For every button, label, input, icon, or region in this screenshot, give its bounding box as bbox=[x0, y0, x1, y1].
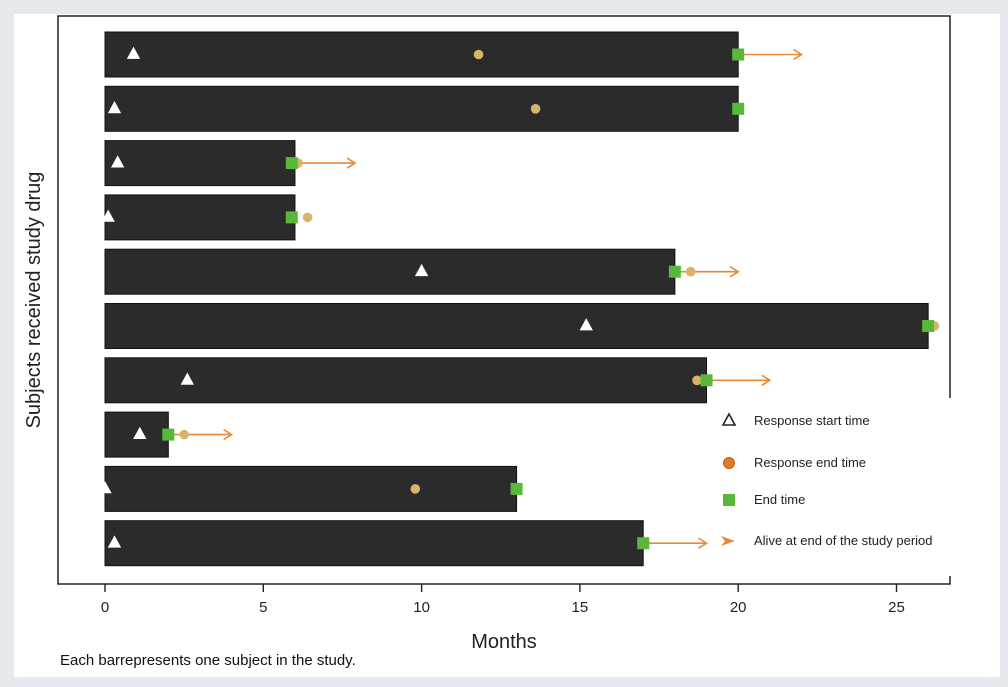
x-tick-label: 20 bbox=[730, 599, 747, 616]
response-start-marker bbox=[101, 209, 115, 222]
end-time-marker bbox=[732, 48, 745, 61]
x-axis: 0 5 10 15 20 25 bbox=[101, 584, 905, 616]
subject-9 bbox=[98, 465, 523, 512]
response-end-marker bbox=[410, 484, 421, 494]
response-start-marker bbox=[414, 263, 429, 277]
subject-2 bbox=[104, 85, 745, 132]
alive-arrow-head bbox=[793, 48, 804, 61]
alive-arrow-head bbox=[698, 537, 709, 549]
subject-bar bbox=[104, 85, 739, 132]
legend-triangle-icon bbox=[721, 412, 737, 426]
x-tick-label: 5 bbox=[259, 599, 267, 616]
frame-border-top bbox=[0, 0, 1008, 14]
response-start-marker bbox=[110, 155, 125, 168]
legend-label: Response end time bbox=[754, 455, 866, 470]
subject-bar bbox=[104, 248, 676, 295]
response-start-marker bbox=[133, 426, 147, 440]
frame-border-right bbox=[1000, 0, 1008, 687]
response-end-marker bbox=[179, 429, 189, 440]
end-time-marker bbox=[668, 265, 681, 278]
alive-arrow-head bbox=[223, 428, 234, 441]
response-end-marker bbox=[692, 375, 702, 386]
response-start-marker bbox=[180, 372, 194, 385]
bars-layer bbox=[98, 31, 940, 567]
response-start-marker bbox=[126, 46, 141, 59]
plot-area bbox=[57, 15, 951, 585]
subject-bar bbox=[104, 303, 929, 349]
legend-arrow-icon bbox=[721, 536, 735, 546]
figure-caption: Each barrepresents one subject in the st… bbox=[60, 652, 356, 669]
subject-bar bbox=[104, 520, 644, 567]
y-axis-label: Subjects received study drug bbox=[23, 172, 45, 429]
end-time-marker bbox=[510, 482, 523, 495]
subject-1 bbox=[104, 31, 804, 78]
subject-10 bbox=[104, 520, 709, 567]
frame-border-left bbox=[0, 0, 14, 687]
x-tick-label: 25 bbox=[888, 599, 905, 616]
end-time-marker bbox=[285, 211, 298, 224]
legend-item-response-start: Response start time bbox=[721, 412, 870, 428]
response-start-marker bbox=[579, 318, 593, 331]
subject-7 bbox=[104, 357, 772, 404]
x-axis-label: Months bbox=[471, 631, 537, 653]
legend-label: Alive at end of the study period bbox=[754, 533, 933, 548]
end-time-marker bbox=[162, 428, 175, 441]
end-time-marker bbox=[637, 537, 650, 550]
legend-item-alive: Alive at end of the study period bbox=[721, 533, 933, 548]
legend-label: Response start time bbox=[754, 413, 870, 428]
subject-6 bbox=[104, 303, 940, 349]
subject-8 bbox=[104, 411, 234, 458]
end-time-marker bbox=[285, 157, 298, 170]
response-start-marker bbox=[107, 100, 122, 114]
end-time-marker bbox=[732, 102, 745, 115]
legend: Response start time Response end time End … bbox=[712, 398, 994, 576]
legend-item-response-end: Response end time bbox=[723, 455, 866, 470]
response-start-marker bbox=[98, 481, 112, 494]
subject-bar bbox=[104, 465, 518, 512]
legend-square-icon bbox=[723, 494, 735, 506]
subject-3 bbox=[104, 140, 357, 187]
subject-5 bbox=[104, 248, 740, 295]
x-tick-label: 10 bbox=[413, 599, 430, 616]
response-end-marker bbox=[685, 266, 696, 277]
subject-bar bbox=[104, 140, 296, 187]
response-end-marker bbox=[530, 104, 541, 114]
subject-bar bbox=[104, 194, 296, 241]
legend-item-end-time: End time bbox=[723, 492, 805, 507]
subject-4 bbox=[101, 194, 313, 241]
response-end-marker bbox=[302, 212, 313, 223]
response-start-marker bbox=[107, 535, 122, 548]
legend-box bbox=[712, 398, 994, 576]
legend-label: End time bbox=[754, 492, 805, 507]
end-time-marker bbox=[700, 374, 713, 387]
subject-bar bbox=[104, 31, 739, 78]
alive-arrow-head bbox=[729, 266, 740, 278]
end-time-marker bbox=[922, 320, 935, 332]
alive-arrow-head bbox=[761, 374, 772, 386]
frame-border-bottom bbox=[0, 677, 1008, 687]
response-end-marker bbox=[473, 49, 484, 60]
subject-bar bbox=[104, 357, 708, 404]
x-tick-label: 15 bbox=[572, 599, 589, 616]
legend-circle-icon bbox=[723, 457, 735, 469]
alive-arrow-head bbox=[346, 157, 357, 169]
x-tick-label: 0 bbox=[101, 599, 109, 616]
